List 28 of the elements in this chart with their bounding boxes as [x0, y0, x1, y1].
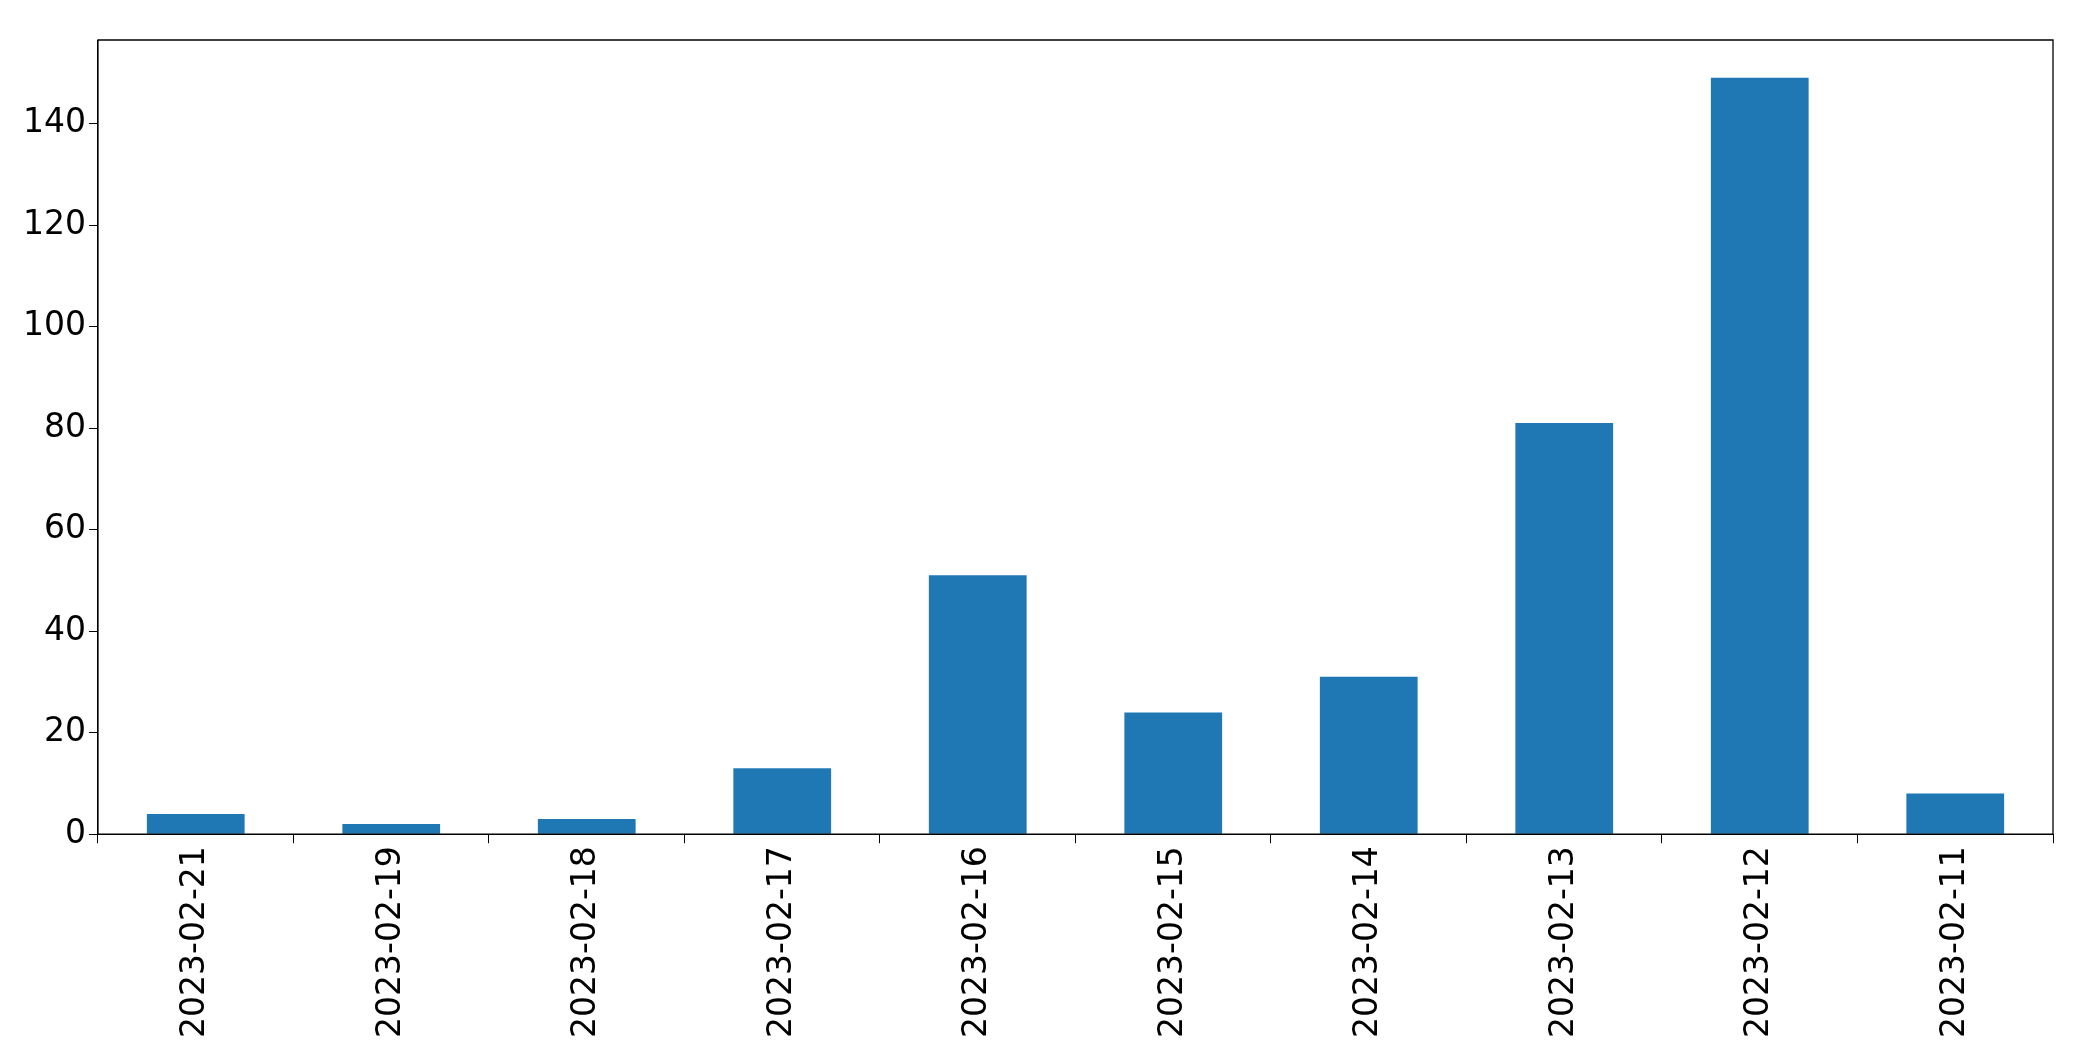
- x-tick-label: 2023-02-11: [1932, 846, 1972, 1038]
- y-tick-label: 140: [22, 101, 86, 141]
- bar: [1710, 77, 1809, 834]
- x-tick-label: 2023-02-17: [759, 846, 799, 1038]
- x-tick-label: 2023-02-12: [1737, 846, 1777, 1038]
- bar: [1319, 676, 1418, 834]
- bar: [1124, 712, 1223, 834]
- x-tick-label: 2023-02-16: [955, 846, 995, 1038]
- x-tick-label: 2023-02-18: [564, 846, 604, 1038]
- y-tick-label: 120: [22, 202, 86, 242]
- x-tick-label: 2023-02-21: [173, 846, 213, 1038]
- y-tick-label: 40: [43, 608, 86, 648]
- bar: [928, 575, 1027, 834]
- bar: [537, 818, 636, 834]
- y-tick-label: 20: [43, 710, 86, 750]
- y-tick-label: 0: [64, 811, 86, 851]
- bar: [1906, 793, 2005, 834]
- bar: [342, 824, 441, 834]
- bar: [1515, 423, 1614, 834]
- x-tick-label: 2023-02-19: [368, 846, 408, 1038]
- bar: [146, 813, 245, 834]
- x-tick-label: 2023-02-14: [1346, 846, 1386, 1038]
- x-tick-label: 2023-02-13: [1541, 846, 1581, 1038]
- y-tick-label: 60: [43, 507, 86, 547]
- bar: [733, 768, 832, 834]
- y-tick-label: 100: [22, 304, 86, 344]
- x-tick-label: 2023-02-15: [1150, 846, 1190, 1038]
- y-tick-label: 80: [43, 405, 86, 445]
